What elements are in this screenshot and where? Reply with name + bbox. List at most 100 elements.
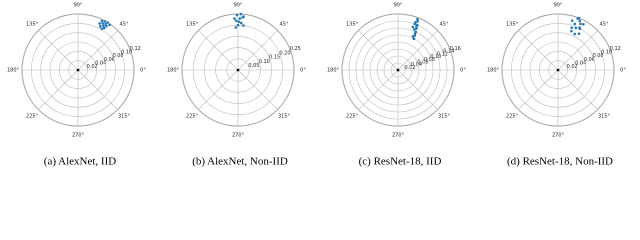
point — [239, 21, 243, 25]
r-tick-label: 0.10 — [601, 50, 612, 56]
angle-tick-label: 180° — [327, 68, 340, 74]
grid-spoke — [557, 69, 598, 110]
grid-spoke — [198, 30, 239, 71]
r-tick-label: 0.02 — [567, 64, 578, 70]
point — [76, 68, 80, 72]
angle-tick-label: 180° — [167, 68, 180, 74]
grid-spoke — [397, 69, 438, 110]
point — [233, 17, 236, 20]
point — [236, 68, 240, 72]
point — [414, 21, 417, 24]
r-tick-label: 0.02 — [404, 65, 415, 71]
point — [239, 12, 243, 16]
r-tick-label: 0.04 — [95, 60, 106, 66]
point — [108, 23, 111, 27]
point — [556, 68, 560, 72]
caption: (a) AlexNet, IID — [44, 156, 116, 168]
angle-tick-label: 45° — [440, 22, 449, 28]
r-tick-label: 0.10 — [430, 54, 441, 60]
r-tick-label: 0.06 — [104, 57, 115, 63]
point — [101, 22, 105, 25]
point — [573, 32, 577, 36]
point — [579, 22, 582, 26]
point — [577, 32, 581, 35]
r-tick-label: 0.12 — [437, 51, 448, 57]
r-tick-label: 0.16 — [450, 46, 461, 52]
r-tick-label: 0.12 — [130, 46, 141, 52]
angle-tick-label: 180° — [487, 68, 500, 74]
angle-tick-label: 90° — [554, 3, 563, 9]
r-tick-label: 0.08 — [112, 53, 123, 59]
point — [100, 19, 104, 23]
grid-spoke — [38, 30, 79, 71]
caption: (d) ResNet-18, Non-IID — [507, 156, 613, 168]
angle-tick-label: 90° — [74, 3, 83, 9]
angle-tick-label: 90° — [234, 3, 243, 9]
angle-tick-label: 225° — [26, 113, 39, 119]
point — [413, 32, 417, 35]
grid-spoke — [358, 30, 399, 71]
angle-tick-label: 135° — [186, 22, 199, 28]
point — [415, 27, 418, 30]
point — [235, 13, 239, 17]
angle-tick-label: 135° — [506, 22, 519, 28]
angle-tick-label: 0° — [140, 68, 146, 74]
angle-tick-label: 0° — [300, 68, 306, 74]
r-tick-label: 0.04 — [575, 60, 586, 66]
grid-spoke — [198, 69, 239, 110]
grid-spoke — [557, 30, 598, 71]
r-tick-label: 0.04 — [411, 62, 422, 68]
point — [396, 68, 400, 72]
point — [570, 26, 573, 30]
angle-tick-label: 225° — [186, 113, 199, 119]
point — [416, 18, 419, 21]
point — [413, 28, 416, 31]
grid-spoke — [397, 30, 438, 71]
point — [102, 26, 106, 30]
angle-tick-label: 45° — [600, 22, 609, 28]
point — [102, 24, 105, 28]
angle-tick-label: 90° — [394, 3, 403, 9]
angle-tick-label: 180° — [7, 68, 20, 74]
angle-tick-label: 315° — [598, 113, 611, 119]
angle-tick-label: 270° — [232, 133, 245, 139]
grid-spoke — [77, 69, 118, 110]
caption: (c) ResNet-18, IID — [359, 156, 442, 168]
r-tick-label: 0.12 — [610, 46, 621, 52]
angle-tick-label: 0° — [620, 68, 626, 74]
r-tick-label: 0.02 — [87, 64, 98, 70]
point — [416, 20, 419, 23]
r-tick-label: 0.15 — [269, 55, 280, 61]
angle-tick-label: 315° — [438, 113, 451, 119]
point — [570, 19, 574, 22]
angle-tick-label: 45° — [280, 22, 289, 28]
point — [234, 19, 238, 23]
figure: 0.020.040.060.080.100.120°45°90°135°180°… — [7, 3, 626, 168]
angle-tick-label: 135° — [26, 22, 39, 28]
point — [412, 37, 416, 41]
caption: (b) AlexNet, Non-IID — [192, 156, 288, 168]
point — [104, 22, 107, 26]
angle-tick-label: 225° — [506, 113, 519, 119]
r-tick-label: 0.05 — [248, 63, 259, 69]
point — [411, 25, 415, 29]
angle-tick-label: 0° — [460, 68, 466, 74]
point — [578, 26, 581, 29]
grid-spoke — [518, 30, 559, 71]
r-tick-label: 0.06 — [417, 59, 428, 65]
point — [238, 17, 242, 20]
angle-tick-label: 315° — [278, 113, 291, 119]
r-tick-label: 0.10 — [121, 50, 132, 56]
angle-tick-label: 270° — [392, 133, 405, 139]
r-tick-label: 0.10 — [259, 59, 270, 65]
grid-spoke — [518, 69, 559, 110]
grid-spoke — [237, 30, 278, 71]
point — [570, 29, 573, 33]
point — [582, 22, 585, 26]
angle-tick-label: 270° — [72, 133, 85, 139]
r-tick-label: 0.14 — [443, 49, 454, 55]
point — [242, 24, 245, 27]
point — [98, 25, 102, 28]
point — [411, 35, 415, 38]
grid-spoke — [237, 69, 278, 110]
